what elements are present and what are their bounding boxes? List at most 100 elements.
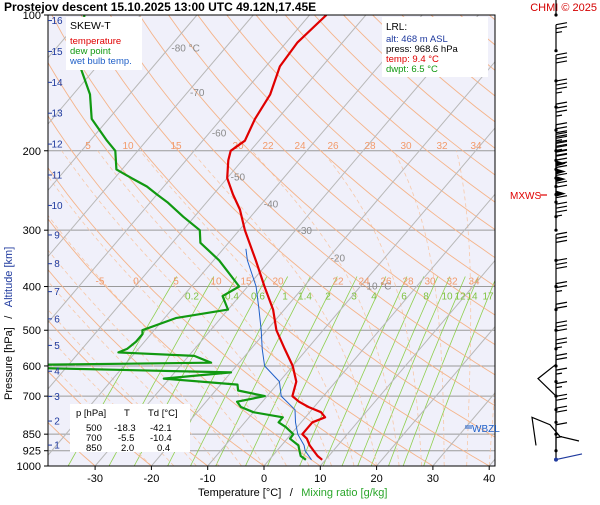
isotherm-label: -30 — [298, 226, 313, 237]
wind-barb-station — [554, 449, 557, 452]
isotherm — [546, 15, 600, 466]
altitude-tick-label: 1 — [54, 441, 60, 452]
table-row-t: 2.0 — [121, 443, 134, 454]
wind-barb-flag — [556, 185, 567, 187]
altitude-tick-label: 12 — [51, 140, 63, 151]
wind-barb-half — [556, 32, 562, 33]
wind-barb-flag — [556, 306, 567, 308]
wind-barb — [554, 232, 567, 262]
temperature-tick-label: 10 — [314, 473, 326, 485]
wind-barb-flag — [556, 382, 567, 384]
isotherm-label: -70 — [190, 88, 205, 99]
wind-trace — [538, 364, 556, 396]
temperature-tick-label: -10 — [200, 473, 216, 485]
wind-barb-half — [556, 140, 562, 141]
x-axis-label: Temperature [°C] / Mixing ratio [g/kg] — [198, 483, 387, 500]
pressure-tick-label: 300 — [23, 225, 41, 237]
wind-barb-station — [554, 421, 557, 424]
dry-adiabat-label: 5 — [85, 141, 91, 152]
wind-barb-flag — [556, 27, 567, 29]
dry-adiabat-label: 15 — [240, 277, 252, 288]
dry-adiabat-label: 20 — [272, 277, 284, 288]
table-row-p: 850 — [86, 443, 102, 454]
mixing-ratio-label: 2 — [325, 292, 331, 303]
wind-barb-flag — [556, 338, 567, 340]
wind-barb-flag — [556, 329, 567, 331]
dry-adiabat-label: 15 — [170, 141, 182, 152]
altitude-tick-label: 3 — [54, 392, 60, 403]
dry-adiabat-label: 34 — [470, 141, 482, 152]
chart-title: Prostejov descent 15.10.2025 13:00 UTC 4… — [4, 0, 316, 14]
dry-adiabat-label: 24 — [294, 141, 306, 152]
wind-barb — [554, 23, 567, 53]
wind-barb-flag — [556, 358, 567, 360]
wind-barb-station — [554, 79, 557, 82]
altitude-tick-label: 5 — [54, 341, 60, 352]
altitude-tick-label: 11 — [52, 170, 63, 181]
wind-barb-station — [554, 149, 557, 152]
wind-barb — [554, 259, 567, 289]
lrl-dwpt: dwpt: 6.5 °C — [386, 64, 438, 75]
wind-barb-station — [554, 13, 557, 16]
wind-barb-station — [554, 177, 557, 180]
mixing-ratio-label: 17 — [482, 292, 494, 303]
dry-adiabat-label: 30 — [400, 141, 412, 152]
mixing-ratio-label: 6 — [401, 292, 407, 303]
wind-barb-station — [554, 185, 557, 188]
wind-barb-flag — [556, 342, 567, 344]
wind-barb — [554, 79, 567, 109]
wind-barb-station — [554, 259, 557, 262]
altitude-tick-label: 13 — [51, 109, 63, 120]
wind-barb-flag — [556, 206, 567, 208]
dry-adiabat-label: 10 — [210, 277, 222, 288]
wind-barb-station — [554, 408, 557, 411]
wind-barb-flag — [556, 57, 567, 59]
wind-barb-flag — [556, 267, 567, 269]
wind-barb-flag — [556, 83, 567, 85]
temperature-tick-label: 40 — [483, 473, 495, 485]
pressure-tick-label: 100 — [23, 10, 41, 22]
isotherm-label: -40 — [264, 200, 279, 211]
wind-barb-flag — [556, 423, 567, 425]
dry-adiabat-label: 28 — [402, 277, 414, 288]
altitude-tick-label: 16 — [51, 16, 63, 27]
wind-barb-station — [554, 193, 557, 196]
wind-barb-station — [554, 285, 557, 288]
y-axis-label: Pressure [hPa] / Altitude [km] — [0, 247, 16, 400]
wind-barb-station — [554, 129, 557, 132]
wind-barb-station — [554, 329, 557, 332]
wind-barb-half — [556, 291, 562, 292]
lrl-box: LRL: alt: 468 m ASL press: 968.6 hPa tem… — [382, 17, 488, 77]
table-header-t: T — [124, 408, 130, 419]
wind-barb-flag — [556, 102, 567, 104]
table-header-td: Td [°C] — [148, 408, 178, 419]
wind-barb-flag — [556, 210, 567, 212]
wind-barb-station — [554, 49, 557, 52]
dry-adiabat-label: 0 — [133, 277, 139, 288]
altitude-tick-label: 6 — [54, 314, 60, 325]
altitude-tick-label: 8 — [54, 259, 60, 270]
isotherm-label: -80 °C — [171, 43, 199, 54]
dry-adiabat-label: 5 — [173, 277, 179, 288]
wind-barb-half — [556, 373, 562, 374]
altitude-tick-label: 15 — [51, 47, 63, 58]
wind-barb-flag — [556, 240, 567, 242]
pressure-tick-label: 200 — [23, 146, 41, 158]
wind-barb-flag — [556, 87, 567, 89]
pressure-tick-label: 1000 — [17, 461, 41, 473]
temperature-tick-label: -20 — [143, 473, 159, 485]
altitude-tick-label: 4 — [54, 367, 60, 378]
wind-barb-flag — [556, 106, 567, 108]
dry-adiabat-label: 24 — [358, 277, 370, 288]
wind-barb-flag — [556, 321, 567, 323]
surface-wind-station — [554, 458, 558, 462]
dry-adiabat-label: 26 — [327, 141, 339, 152]
mixing-ratio-label: 20 — [494, 292, 506, 303]
legend: SKEW-T temperature dew point wet bulb te… — [66, 17, 142, 70]
isotherm — [489, 15, 600, 466]
table-header-p: p [hPa] — [76, 408, 106, 419]
wind-barb-flag — [556, 202, 567, 204]
mixing-ratio-label: 8 — [423, 292, 429, 303]
